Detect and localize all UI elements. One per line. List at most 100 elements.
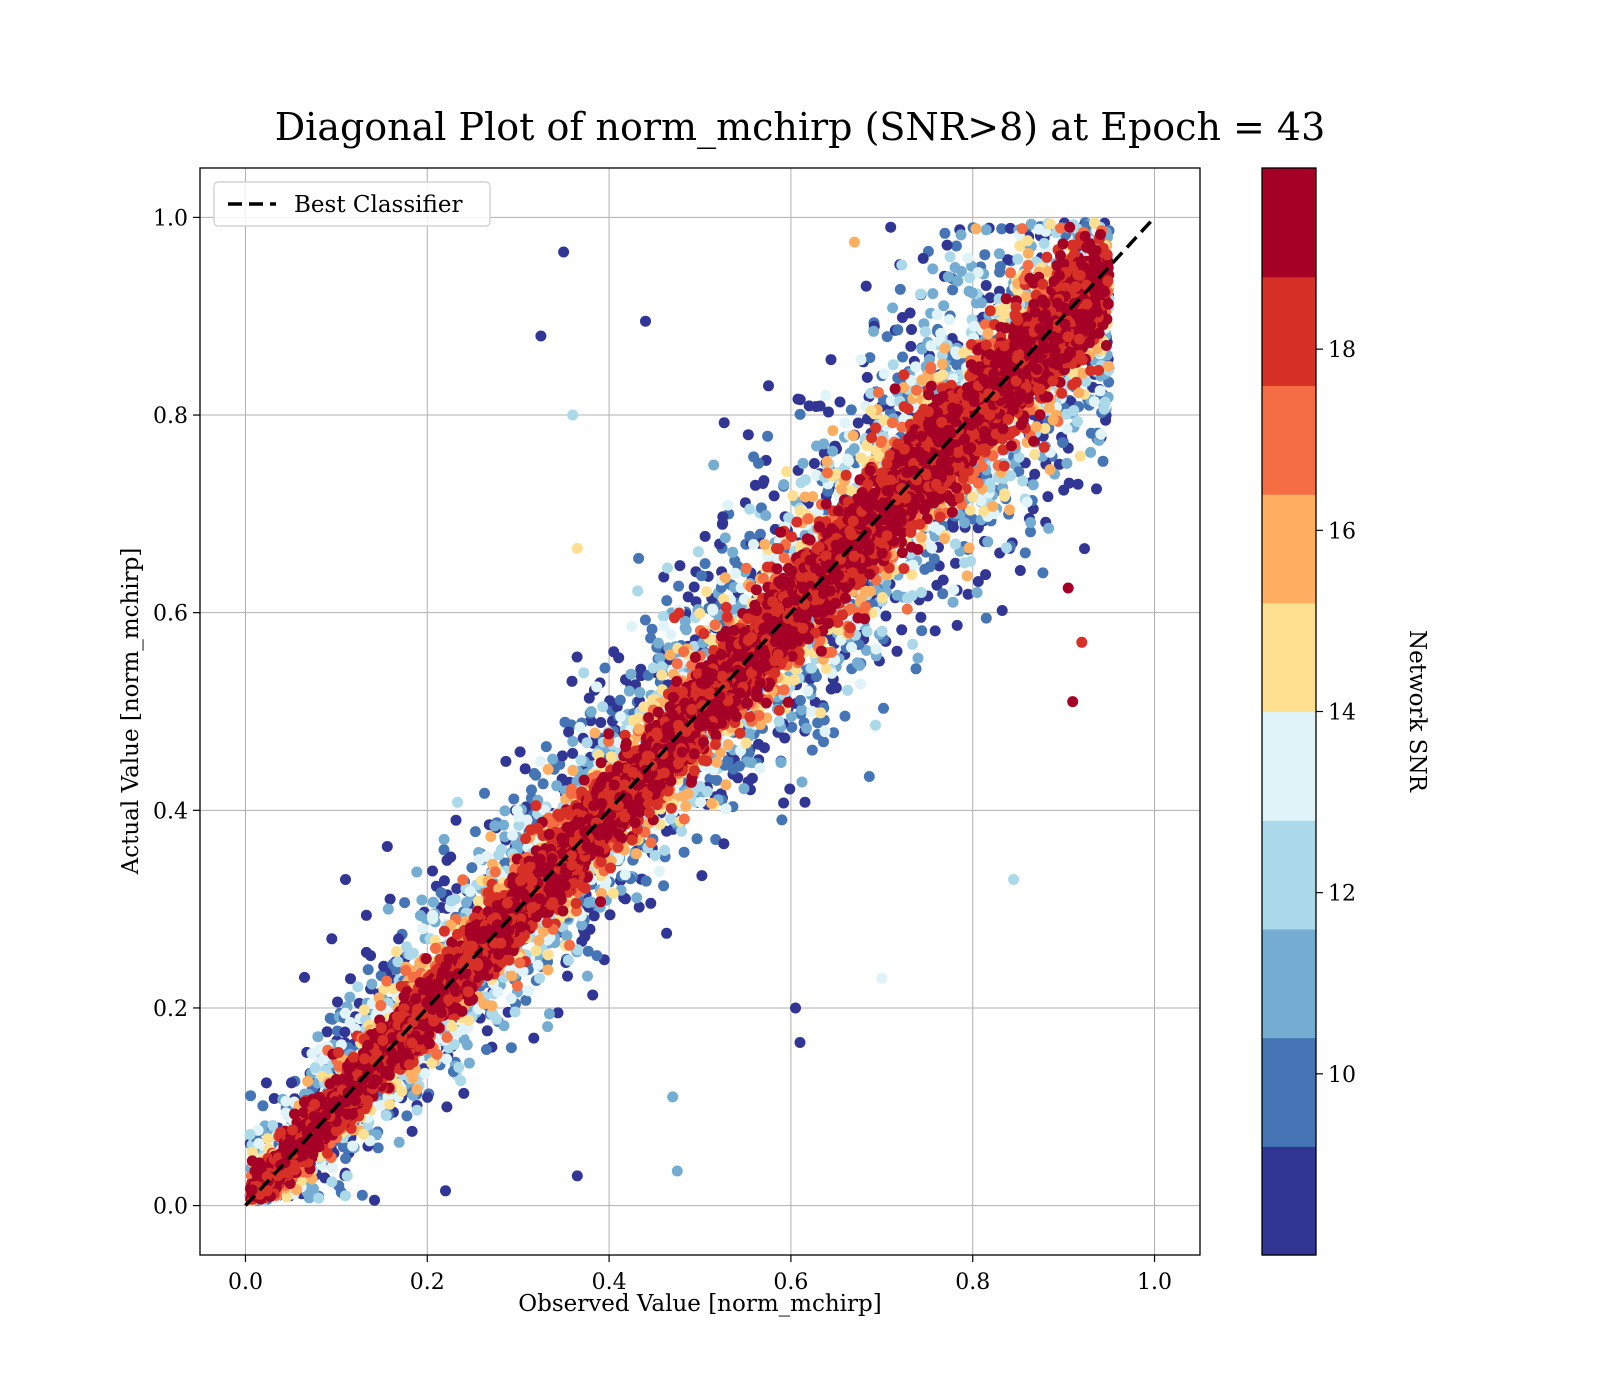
data-point [999, 490, 1011, 502]
data-point [1019, 547, 1031, 559]
data-point [599, 662, 611, 674]
data-point [846, 641, 857, 653]
data-point [506, 970, 518, 982]
data-point [445, 851, 457, 863]
data-point [393, 933, 405, 945]
data-point [854, 659, 866, 671]
data-point [321, 1026, 333, 1038]
data-point [591, 681, 603, 693]
data-point [452, 796, 463, 808]
data-point [567, 747, 579, 759]
data-point [631, 892, 643, 904]
data-point [658, 610, 669, 622]
data-point [885, 221, 897, 233]
data-point [500, 755, 512, 767]
data-point [257, 1100, 269, 1112]
data-point [562, 970, 573, 982]
data-point [729, 567, 741, 579]
data-point [916, 625, 928, 637]
data-point [365, 950, 377, 962]
data-point [806, 744, 818, 756]
data-point [534, 972, 546, 984]
data-point [479, 787, 490, 799]
data-point [710, 834, 722, 845]
data-point [896, 259, 908, 271]
data-point [926, 542, 938, 554]
data-point [563, 726, 575, 738]
data-point [912, 652, 924, 664]
data-point [696, 570, 708, 582]
data-point [719, 532, 731, 544]
data-point [906, 324, 917, 335]
data-point [948, 584, 960, 596]
data-point [708, 459, 720, 471]
data-point [505, 993, 517, 1004]
data-point [778, 479, 790, 491]
data-point [608, 646, 620, 658]
data-point [694, 607, 706, 619]
data-point [507, 829, 518, 841]
data-point [845, 404, 857, 416]
data-point [718, 838, 730, 850]
data-point [950, 240, 962, 252]
data-point [855, 678, 866, 690]
data-point [508, 793, 520, 805]
data-point [971, 587, 983, 598]
data-point [925, 340, 937, 352]
data-point [313, 1192, 325, 1204]
data-point [996, 223, 1008, 235]
data-point [441, 1053, 453, 1065]
data-point [659, 844, 671, 856]
data-point [952, 275, 964, 287]
data-point [776, 814, 788, 826]
data-point [438, 875, 450, 887]
data-point [309, 1062, 321, 1074]
data-point [811, 440, 823, 452]
data-point [839, 417, 851, 429]
data-point [578, 667, 590, 679]
data-point [827, 445, 839, 457]
data-point [744, 503, 756, 515]
data-point [649, 850, 661, 861]
data-point [458, 1087, 470, 1099]
data-point [1091, 483, 1102, 495]
data-point [661, 927, 673, 939]
data-point [1002, 254, 1014, 266]
data-point [280, 1095, 292, 1107]
data-point [834, 396, 846, 408]
data-point [929, 625, 941, 637]
data-point [427, 909, 439, 921]
data-point [378, 960, 390, 972]
data-point [661, 595, 673, 607]
data-point [720, 803, 732, 815]
data-point [1088, 396, 1100, 408]
data-point [941, 239, 953, 251]
data-point [823, 406, 834, 418]
data-point [947, 596, 959, 608]
data-point [830, 682, 842, 694]
data-point [910, 663, 922, 675]
data-point [543, 1008, 555, 1020]
data-point [1029, 468, 1041, 480]
data-point [1005, 470, 1017, 482]
data-point [692, 546, 704, 558]
data-point [427, 865, 438, 877]
data-point [870, 719, 881, 731]
data-point [775, 757, 787, 768]
data-point [878, 368, 890, 380]
data-point [401, 1110, 413, 1122]
data-point [961, 570, 973, 582]
data-point [742, 429, 754, 441]
data-point [332, 996, 343, 1008]
data-point [453, 1061, 465, 1073]
data-point [855, 354, 867, 366]
data-point [695, 796, 707, 808]
data-point [795, 477, 807, 489]
data-point [1098, 403, 1110, 415]
data-point [639, 614, 651, 626]
data-point [887, 359, 899, 371]
data-point [520, 994, 532, 1006]
data-point [910, 361, 922, 373]
data-point [532, 959, 544, 971]
data-point [931, 309, 943, 321]
